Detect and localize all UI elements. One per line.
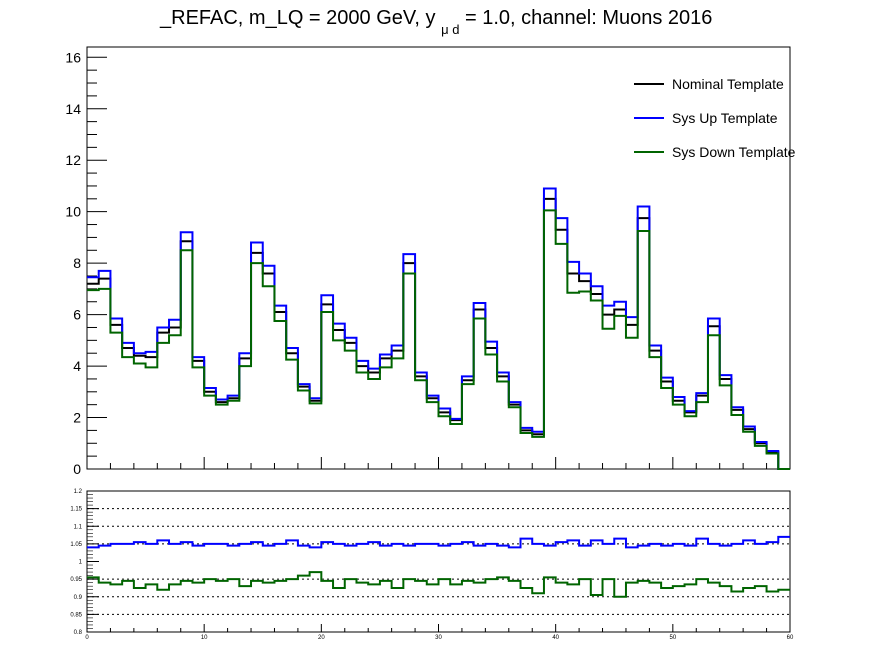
ratio-plot-frame	[86, 490, 791, 633]
ratio-x-tick-label: 0	[85, 635, 89, 641]
main-y-tick-label: 6	[73, 307, 81, 323]
ratio-x-tick-label: 20	[318, 635, 325, 641]
main-y-tick-label: 0	[73, 461, 81, 477]
legend-label-0: Nominal Template	[672, 76, 784, 92]
main-y-tick-label: 2	[73, 410, 81, 426]
ratio-y-tick-label: 0.85	[70, 612, 82, 618]
ratio-x-tick-label: 10	[201, 635, 208, 641]
ratio-y-tick-label: 1.15	[70, 507, 82, 513]
chart-title-subscript: μ d	[441, 22, 459, 37]
ratio-x-tick-label: 50	[669, 635, 676, 641]
ratio-y-tick-label: 1.2	[74, 489, 83, 495]
ratio-y-tick-label: 0.95	[70, 577, 82, 583]
ratio-x-tick-label: 40	[552, 635, 559, 641]
ratio-series-0	[87, 535, 790, 549]
ratio-x-tick-label: 60	[787, 635, 794, 641]
ratio-x-tick-label: 30	[435, 635, 442, 641]
ratio-plot-series	[87, 535, 790, 598]
legend: Nominal Template Sys Up Template Sys Down …	[634, 76, 796, 160]
ratio-grid-lines	[87, 508, 790, 615]
main-series-2	[87, 209, 790, 470]
chart-title-prefix: _REFAC, m_LQ = 2000 GeV, y	[159, 7, 436, 29]
main-y-tick-label: 12	[65, 152, 81, 168]
main-y-tick-label: 4	[73, 358, 81, 374]
ratio-axis-ticks: 0.8 0.85 0.9 0.95 1 1.05 1.1 1.15 1.2 0 10 20 30 40 50…	[70, 489, 794, 641]
legend-label-2: Sys Down Template	[672, 144, 796, 160]
main-y-tick-label: 10	[65, 204, 81, 220]
ratio-series-1	[87, 571, 790, 598]
main-plot-series	[87, 187, 790, 470]
chart-title: _REFAC, m_LQ = 2000 GeV, y μ d = 1.0, ch…	[159, 7, 712, 39]
legend-label-1: Sys Up Template	[672, 110, 778, 126]
ratio-y-tick-label: 0.8	[74, 630, 83, 636]
main-y-tick-label: 16	[65, 49, 81, 65]
ratio-y-tick-label: 1	[79, 560, 83, 566]
ratio-y-tick-label: 1.1	[74, 524, 83, 530]
main-y-tick-label: 8	[73, 255, 81, 271]
ratio-y-tick-label: 0.9	[74, 595, 83, 601]
main-axis-ticks: 0 2 4 6 8 10 12 14 16	[65, 49, 791, 477]
chart-title-suffix: = 1.0, channel: Muons 2016	[465, 7, 712, 29]
main-y-tick-label: 14	[65, 101, 81, 117]
ratio-y-tick-label: 1.05	[70, 542, 82, 548]
